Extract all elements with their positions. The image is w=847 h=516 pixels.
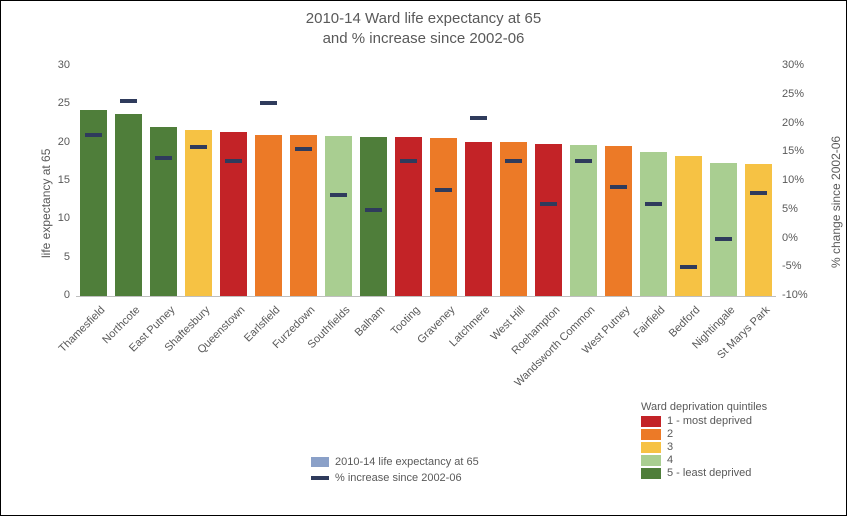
- bar: [290, 135, 317, 296]
- legend-swatch: [311, 476, 329, 480]
- legend-label: 2: [667, 428, 673, 440]
- bar: [500, 142, 527, 296]
- plot-area: 051015202530-10%-5%0%5%10%15%20%25%30%Th…: [76, 66, 776, 296]
- legend-label: 1 - most deprived: [667, 415, 752, 427]
- pct-marker: [85, 133, 101, 137]
- bar: [360, 137, 387, 296]
- bar: [535, 144, 562, 296]
- title-line2: and % increase since 2002-06: [323, 30, 525, 47]
- y-left-tick: 0: [64, 289, 70, 301]
- legend-quintile-item: 4: [641, 454, 767, 466]
- legend-label: 3: [667, 441, 673, 453]
- y-right-tick: 0%: [782, 232, 798, 244]
- legend-quintile-item: 3: [641, 441, 767, 453]
- pct-marker: [225, 159, 241, 163]
- bar: [605, 146, 632, 296]
- y-right-tick: 15%: [782, 145, 804, 157]
- y-right-tick: 10%: [782, 174, 804, 186]
- legend-swatch: [641, 416, 661, 427]
- legend-series: 2010-14 life expectancy at 65 % increase …: [311, 456, 479, 488]
- pct-marker: [435, 188, 451, 192]
- legend-label: % increase since 2002-06: [335, 472, 462, 484]
- pct-marker: [575, 159, 591, 163]
- y-left-tick: 30: [58, 59, 70, 71]
- pct-marker: [400, 159, 416, 163]
- bar: [80, 110, 107, 296]
- pct-marker: [470, 116, 486, 120]
- pct-marker: [190, 145, 206, 149]
- pct-marker: [750, 191, 766, 195]
- bar: [675, 156, 702, 296]
- pct-marker: [610, 185, 626, 189]
- pct-marker: [260, 101, 276, 105]
- legend-quintile-item: 2: [641, 428, 767, 440]
- legend-quintile-title: Ward deprivation quintiles: [641, 401, 767, 413]
- pct-marker: [505, 159, 521, 163]
- legend-quintile-item: 1 - most deprived: [641, 415, 767, 427]
- y-axis-left-label: life expectancy at 65: [39, 108, 53, 258]
- pct-marker: [295, 147, 311, 151]
- bar: [745, 164, 772, 296]
- pct-marker: [330, 193, 346, 197]
- pct-marker: [120, 99, 136, 103]
- pct-marker: [680, 265, 696, 269]
- legend-swatch: [641, 442, 661, 453]
- y-axis-right-label: % change since 2002-06: [829, 98, 843, 268]
- y-right-tick: 30%: [782, 59, 804, 71]
- y-left-tick: 5: [64, 251, 70, 263]
- chart-container: 2010-14 Ward life expectancy at 65 and %…: [0, 0, 847, 516]
- bar: [220, 132, 247, 296]
- title-line1: 2010-14 Ward life expectancy at 65: [306, 10, 541, 27]
- bar: [710, 163, 737, 296]
- legend-quintiles: Ward deprivation quintiles 1 - most depri…: [641, 401, 767, 480]
- pct-marker: [365, 208, 381, 212]
- bar: [325, 136, 352, 296]
- bar: [255, 135, 282, 296]
- y-right-tick: 25%: [782, 88, 804, 100]
- legend-label: 2010-14 life expectancy at 65: [335, 456, 479, 468]
- y-right-tick: -10%: [782, 289, 808, 301]
- y-left-tick: 25: [58, 97, 70, 109]
- pct-marker: [155, 156, 171, 160]
- pct-marker: [645, 202, 661, 206]
- y-right-tick: 5%: [782, 203, 798, 215]
- bar: [430, 138, 457, 296]
- legend-label: 4: [667, 454, 673, 466]
- y-right-tick: -5%: [782, 260, 802, 272]
- legend-swatch: [641, 468, 661, 479]
- y-left-tick: 20: [58, 136, 70, 148]
- bar: [640, 152, 667, 296]
- legend-swatch: [641, 455, 661, 466]
- bar: [115, 114, 142, 296]
- legend-swatch: [311, 457, 329, 467]
- bar: [185, 130, 212, 296]
- y-left-tick: 15: [58, 174, 70, 186]
- legend-label: 5 - least deprived: [667, 467, 751, 479]
- pct-marker: [540, 202, 556, 206]
- baseline: [76, 296, 776, 297]
- y-left-tick: 10: [58, 212, 70, 224]
- bar: [465, 142, 492, 296]
- legend-swatch: [641, 429, 661, 440]
- legend-series-item: % increase since 2002-06: [311, 472, 479, 484]
- chart-title: 2010-14 Ward life expectancy at 65 and %…: [1, 1, 846, 48]
- y-right-tick: 20%: [782, 117, 804, 129]
- legend-series-item: 2010-14 life expectancy at 65: [311, 456, 479, 468]
- pct-marker: [715, 237, 731, 241]
- bar: [570, 145, 597, 296]
- bar: [150, 127, 177, 296]
- legend-quintile-item: 5 - least deprived: [641, 467, 767, 479]
